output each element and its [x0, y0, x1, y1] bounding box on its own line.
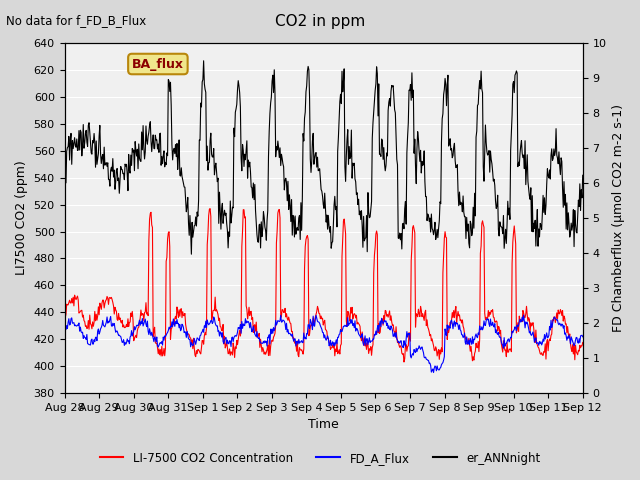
FD_A_Flux [61, 329, 68, 335]
er_ANNnight [388, 83, 396, 88]
Y-axis label: LI7500 CO2 (ppm): LI7500 CO2 (ppm) [15, 161, 28, 276]
LI-7500 CO2 Concentration [400, 359, 408, 365]
er_ANNnight [200, 58, 207, 64]
LI-7500 CO2 Concentration [579, 339, 587, 345]
er_ANNnight [205, 160, 212, 166]
FD_A_Flux [124, 336, 131, 342]
er_ANNnight [579, 172, 587, 178]
LI-7500 CO2 Concentration [206, 206, 214, 212]
Legend: LI-7500 CO2 Concentration, FD_A_Flux, er_ANNnight: LI-7500 CO2 Concentration, FD_A_Flux, er… [95, 447, 545, 469]
FD_A_Flux [429, 370, 437, 375]
Text: BA_flux: BA_flux [132, 58, 184, 71]
er_ANNnight [403, 150, 411, 156]
er_ANNnight [70, 140, 77, 146]
FD_A_Flux [520, 312, 527, 318]
FD_A_Flux [204, 317, 211, 323]
Line: LI-7500 CO2 Concentration: LI-7500 CO2 Concentration [65, 209, 583, 362]
Text: No data for f_FD_B_Flux: No data for f_FD_B_Flux [6, 14, 147, 27]
Line: er_ANNnight: er_ANNnight [65, 61, 583, 254]
Text: CO2 in ppm: CO2 in ppm [275, 14, 365, 29]
LI-7500 CO2 Concentration [176, 313, 184, 319]
FD_A_Flux [176, 322, 184, 327]
FD_A_Flux [401, 343, 409, 349]
er_ANNnight [61, 145, 68, 151]
LI-7500 CO2 Concentration [403, 348, 411, 354]
er_ANNnight [176, 172, 184, 178]
LI-7500 CO2 Concentration [70, 303, 77, 309]
FD_A_Flux [70, 320, 77, 325]
LI-7500 CO2 Concentration [204, 242, 211, 248]
LI-7500 CO2 Concentration [124, 324, 131, 329]
er_ANNnight [188, 252, 195, 257]
FD_A_Flux [579, 334, 587, 340]
Y-axis label: FD Chamberflux (μmol CO2 m-2 s-1): FD Chamberflux (μmol CO2 m-2 s-1) [612, 104, 625, 332]
LI-7500 CO2 Concentration [61, 308, 68, 314]
er_ANNnight [124, 171, 131, 177]
LI-7500 CO2 Concentration [387, 313, 395, 319]
Line: FD_A_Flux: FD_A_Flux [65, 315, 583, 372]
FD_A_Flux [387, 327, 394, 333]
X-axis label: Time: Time [308, 419, 339, 432]
